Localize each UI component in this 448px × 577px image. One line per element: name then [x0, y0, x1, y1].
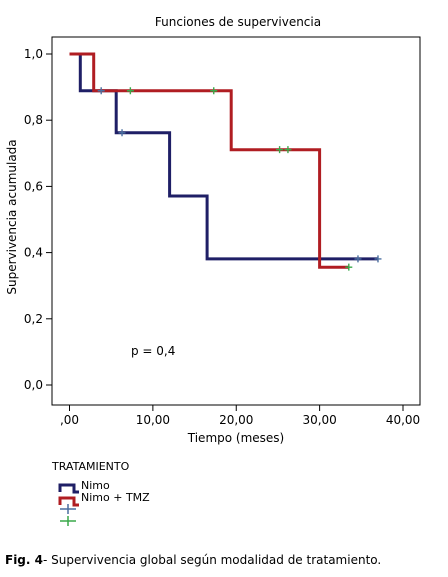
legend-censor-mark-nimo	[60, 504, 76, 514]
caption-label: Fig. 4	[5, 553, 43, 567]
legend-label-nimo-tmz: Nimo + TMZ	[81, 491, 150, 504]
y-axis-label: Supervivencia acumulada	[5, 139, 19, 294]
censor-mark-nimo-tmz	[284, 146, 292, 154]
x-tick-label: 10,00	[136, 413, 170, 427]
censor-mark-nimo-tmz	[276, 146, 284, 154]
y-tick-label: 0,0	[24, 378, 43, 392]
chart-title: Funciones de supervivencia	[155, 15, 321, 29]
figure-caption: Fig. 4- Supervivencia global según modal…	[5, 553, 445, 567]
caption-text: - Supervivencia global según modalidad d…	[43, 553, 382, 567]
y-axis: 0,0 0,2 0,4 0,6 0,8 1,0	[24, 47, 52, 392]
series-layer	[69, 52, 382, 271]
x-tick-label: 30,00	[302, 413, 336, 427]
x-axis: ,00 10,00 20,00 30,00 40,00	[60, 405, 420, 427]
y-tick-label: 0,4	[24, 246, 43, 260]
censor-mark-nimo	[97, 87, 105, 95]
legend-swatch-nimo-tmz	[58, 496, 79, 507]
y-tick-label: 0,2	[24, 312, 43, 326]
legend-entry-nimo: Nimo	[58, 479, 110, 494]
series-line-nimo-tmz	[69, 52, 349, 269]
p-value-annotation: p = 0,4	[131, 344, 175, 358]
y-tick-label: 0,8	[24, 113, 43, 127]
legend-title: TRATAMIENTO	[51, 460, 130, 473]
x-tick-label: ,00	[60, 413, 79, 427]
legend-entry-nimo-tmz: Nimo + TMZ	[58, 491, 150, 507]
x-axis-label: Tiempo (meses)	[187, 431, 284, 445]
legend-swatch-nimo	[58, 483, 79, 494]
y-tick-label: 0,6	[24, 179, 43, 193]
legend-entry-censored-nimo	[60, 504, 76, 514]
censor-mark-nimo-tmz	[345, 263, 353, 271]
legend-entry-censored-nimo-tmz	[60, 516, 76, 526]
censor-mark-nimo-tmz	[126, 87, 134, 95]
x-tick-label: 20,00	[219, 413, 253, 427]
x-tick-label: 40,00	[386, 413, 420, 427]
censor-mark-nimo-tmz	[210, 87, 218, 95]
censor-mark-nimo	[118, 129, 126, 137]
legend-label-nimo: Nimo	[81, 479, 110, 492]
censor-mark-nimo	[374, 255, 382, 263]
series-line-nimo	[69, 52, 378, 261]
censor-mark-nimo	[354, 255, 362, 263]
legend-censor-mark-nimo-tmz	[60, 516, 76, 526]
y-tick-label: 1,0	[24, 47, 43, 61]
